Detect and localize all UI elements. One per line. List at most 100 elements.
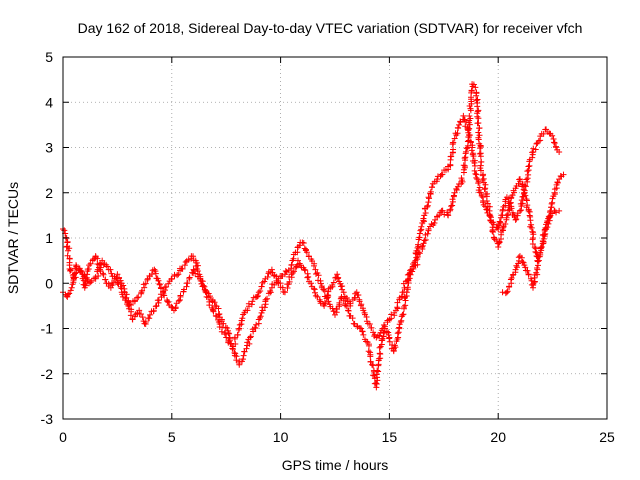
data-point [531,244,538,251]
data-point [436,212,443,219]
data-point [553,209,560,216]
data-point [515,254,522,261]
data-point [473,174,480,181]
data-point [367,353,374,360]
data-point [533,264,540,271]
data-point [321,302,328,309]
data-point [73,263,80,270]
data-point [409,268,416,275]
data-point [215,305,222,312]
data-point [254,293,261,300]
data-point [99,270,106,277]
data-point [302,267,309,274]
data-point [527,217,534,224]
data-point [522,192,529,199]
data-point [67,267,74,274]
data-point [404,284,411,291]
data-point [394,336,401,343]
data-point [512,216,519,223]
data-point [416,250,423,257]
data-point [434,176,441,183]
data-point [314,293,321,300]
data-point [117,277,124,284]
y-tick-labels: -3 -2 -1 0 1 2 3 4 5 [41,49,54,427]
axis-ticks [62,56,608,420]
data-point [308,280,315,287]
data-point [488,219,495,226]
data-point [546,214,553,221]
data-point [475,107,482,114]
data-point [247,333,254,340]
x-tick-label: 10 [273,429,289,445]
data-point [282,267,289,274]
data-point [288,271,295,278]
data-point [264,273,271,280]
data-point [66,290,73,297]
data-point [467,105,474,112]
data-point [108,270,115,277]
data-point [505,207,512,214]
data-point [164,298,171,305]
data-point [147,311,154,318]
data-point [518,197,525,204]
data-point [414,244,421,251]
y-tick-label: 5 [45,49,53,65]
data-point [415,241,422,248]
data-point [560,171,567,178]
data-point [418,223,425,230]
data-point [524,168,531,175]
data-point [258,283,265,290]
data-point [241,348,248,355]
data-point [227,340,234,347]
data-point [525,271,532,278]
data-point [155,277,162,284]
data-point [139,287,146,294]
data-point [92,274,99,281]
data-point [264,295,271,302]
data-point [519,258,526,265]
data-point [529,154,536,161]
data-point [288,261,295,268]
data-point [184,279,191,286]
data-point [414,261,421,268]
data-point [163,283,170,290]
data-point [544,219,551,226]
data-point [175,271,182,278]
data-point [480,201,487,208]
data-point [286,278,293,285]
data-point [502,221,509,228]
data-point [261,278,268,285]
data-point [470,81,477,88]
data-point [138,311,145,318]
data-point [506,283,513,290]
data-point [68,284,75,291]
data-point [513,216,520,223]
data-point [334,271,341,278]
data-point [240,356,247,363]
data-point [499,206,506,213]
data-point [255,289,262,296]
data-point [292,264,299,271]
data-point [236,325,243,332]
data-point [556,207,563,214]
data-point [475,129,482,136]
y-tick-label: -3 [41,411,54,427]
data-point [365,342,372,349]
data-point [257,288,264,295]
data-point [506,200,513,207]
data-point [455,125,462,132]
data-point [65,291,72,298]
chart-title: Day 162 of 2018, Sidereal Day-to-day VTE… [78,20,583,36]
data-point [482,185,489,192]
data-point [223,334,230,341]
data-point [142,319,149,326]
data-point [383,328,390,335]
data-point [183,283,190,290]
data-point [334,275,341,282]
data-point [551,139,558,146]
data-point [247,334,254,341]
data-point [535,257,542,264]
data-point [127,312,134,319]
data-point [469,151,476,158]
data-point [340,289,347,296]
